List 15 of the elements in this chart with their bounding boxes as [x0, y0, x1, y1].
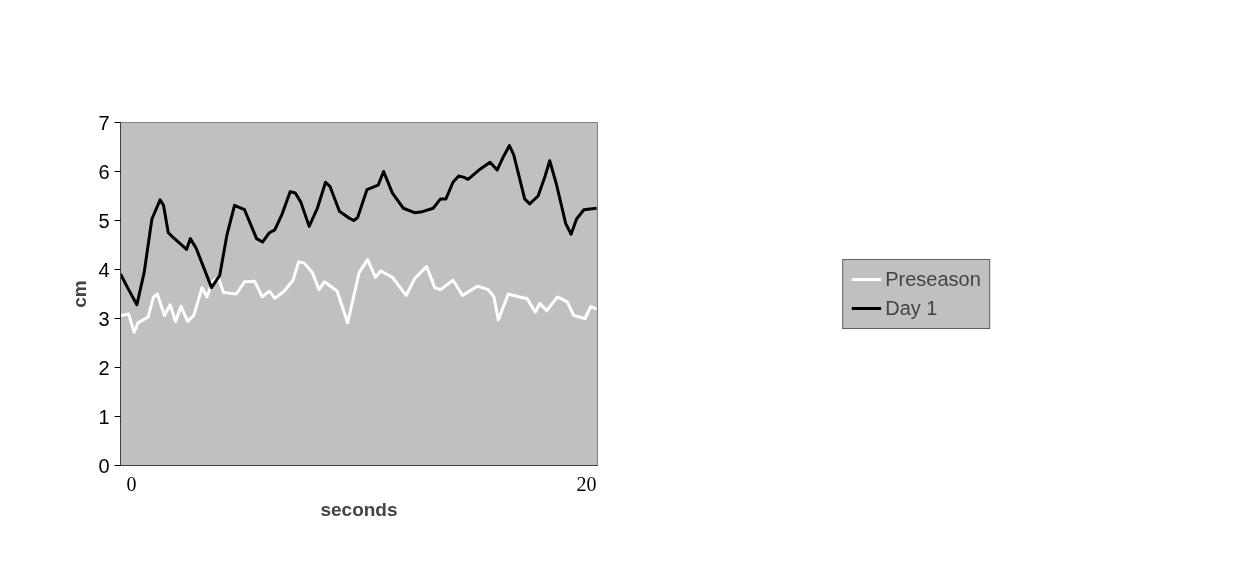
y-tick-label: 1: [98, 405, 110, 428]
line-series: [120, 258, 598, 334]
x-tick-label: 20: [576, 472, 597, 495]
y-tick-label: 2: [98, 356, 110, 379]
y-tick-label: 5: [98, 209, 110, 232]
y-tick-label: 7: [98, 111, 110, 134]
x-axis-title: seconds: [320, 498, 398, 520]
y-tick-label: 3: [98, 307, 110, 330]
y-axis-title: cm: [69, 280, 91, 308]
y-tick-label: 0: [98, 454, 110, 477]
line-series: [120, 144, 598, 307]
y-tick-label: 4: [98, 258, 110, 281]
legend-label: Day 1: [885, 296, 938, 320]
legend-label: Preseason: [885, 267, 981, 291]
y-tick-label: 6: [98, 160, 110, 183]
